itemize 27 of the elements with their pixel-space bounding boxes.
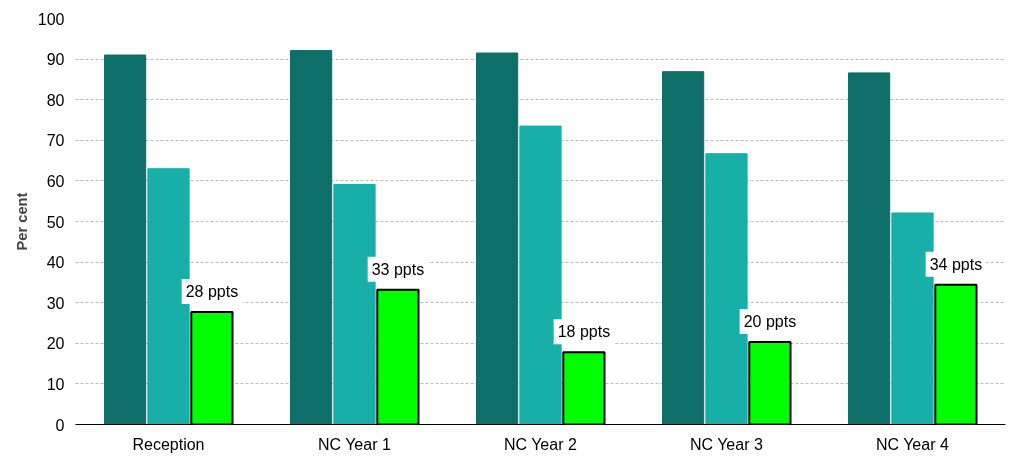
x-tick-label: NC Year 2 [503,435,577,453]
bar [661,71,705,425]
bar [847,72,891,425]
y-tick-label: 80 [46,91,65,109]
data-label: 28 ppts [185,283,239,301]
x-tick-label: NC Year 1 [317,435,391,453]
y-tick-label: 70 [46,132,65,150]
y-tick-label: 30 [46,294,65,312]
y-tick-label: 40 [46,254,65,272]
bar [103,54,147,425]
y-tick-label: 50 [46,213,65,231]
y-tick-label: 90 [46,51,65,69]
y-tick-label: 0 [55,416,65,434]
data-label: 33 ppts [371,260,425,278]
y-axis-title: Per cent [13,192,30,251]
data-label: 20 ppts [743,313,797,331]
y-tick-label: 100 [37,10,65,28]
bar [289,50,333,425]
x-tick-label: Reception [132,435,205,453]
data-label: 18 ppts [557,323,611,341]
x-tick-label: NC Year 3 [689,435,763,453]
y-tick-label: 10 [46,375,65,393]
x-tick-label: NC Year 4 [875,435,949,453]
bar [475,52,519,425]
y-tick-label: 60 [46,172,65,190]
data-label: 34 ppts [929,255,983,273]
y-tick-label: 20 [46,335,65,353]
